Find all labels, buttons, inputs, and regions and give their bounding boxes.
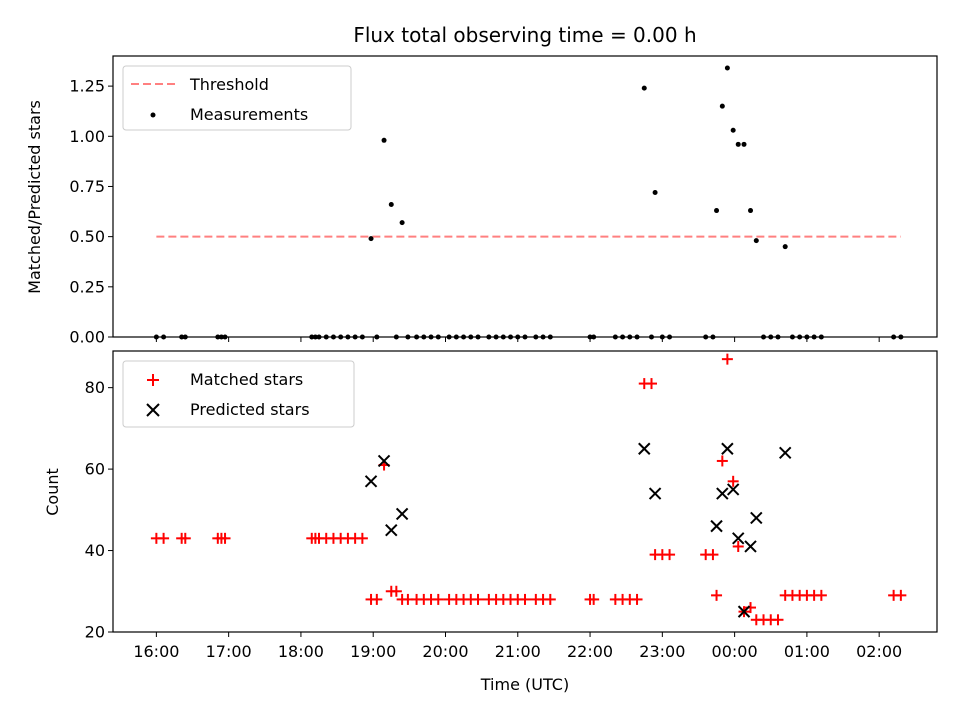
matched-star-point: [732, 540, 744, 552]
x-tick-label: 20:00: [422, 642, 468, 661]
measurement-point: [388, 202, 394, 208]
x-tick-label: 23:00: [639, 642, 685, 661]
top-legend: Threshold Measurements: [122, 65, 352, 131]
matched-star-point: [588, 593, 600, 605]
x-tick-label: 18:00: [278, 642, 324, 661]
bottom-y-axis-label: Count: [43, 468, 62, 516]
matched-legend-swatch: [147, 374, 159, 386]
x-tick-label: 01:00: [784, 642, 830, 661]
measurement-point: [641, 85, 647, 91]
predicted-star-point: [377, 454, 391, 468]
predicted-star-point: [395, 507, 409, 521]
top-legend-box: [122, 65, 352, 131]
series-matched-stars: [150, 353, 907, 626]
matched-star-point: [645, 378, 657, 390]
y-tick-label: 1.00: [69, 127, 105, 146]
predicted-star-point: [648, 487, 662, 500]
legend-measurements-label: Measurements: [190, 105, 308, 124]
predicted-legend-swatch: [146, 403, 160, 417]
y-tick-label: 0.75: [69, 177, 105, 196]
bottom-axes-frame: [112, 350, 938, 633]
measurement-point: [782, 244, 788, 250]
y-tick-label: 0.25: [69, 277, 105, 296]
y-tick-label: 20: [85, 623, 105, 642]
matched-star-point: [815, 589, 827, 601]
matched-star-point: [472, 593, 484, 605]
bottom-legend: Matched stars Predicted stars: [122, 360, 355, 428]
measurements-legend-swatch: [150, 112, 156, 118]
matched-star-point: [895, 589, 907, 601]
x-tick-label: 17:00: [206, 642, 252, 661]
measurement-point: [724, 65, 730, 71]
matched-star-point: [179, 532, 191, 544]
measurement-point: [652, 189, 658, 195]
x-tick-label: 02:00: [856, 642, 902, 661]
bottom-panel: 20 40 60 80 16:00 17:00 18:00 19:00 20:00 21:00 22…: [85, 353, 907, 661]
x-tick-label: 00:00: [712, 642, 758, 661]
legend-threshold-label: Threshold: [189, 75, 269, 94]
matched-star-point: [158, 532, 170, 544]
x-tick-label: 19:00: [350, 642, 396, 661]
y-tick-label: 80: [85, 378, 105, 397]
x-tick-label: 16:00: [133, 642, 179, 661]
matched-star-point: [707, 549, 719, 561]
matched-star-point: [772, 614, 784, 626]
chart-title: Flux total observing time = 0.00 h: [353, 23, 696, 47]
y-tick-label: 0.00: [69, 328, 105, 347]
y-tick-label: 40: [85, 541, 105, 560]
x-tick-label: 21:00: [495, 642, 541, 661]
predicted-star-point: [744, 540, 757, 553]
predicted-star-point: [726, 483, 740, 496]
y-tick-label: 1.25: [69, 77, 105, 96]
measurement-point: [753, 238, 759, 244]
measurement-point: [719, 103, 725, 109]
measurement-point: [368, 236, 374, 242]
measurement-point: [399, 220, 405, 226]
predicted-star-point: [385, 523, 398, 537]
top-y-axis-label: Matched/Predicted stars: [25, 100, 44, 294]
top-axes-frame: [112, 55, 938, 338]
predicted-star-point: [750, 511, 763, 525]
predicted-star-point: [710, 519, 723, 533]
matched-star-point: [544, 593, 556, 605]
top-panel: 0.00 0.25 0.50 0.75 1.00 1.25: [69, 65, 904, 347]
matched-star-point: [371, 593, 383, 605]
x-tick-label: 22:00: [567, 642, 613, 661]
predicted-star-point: [779, 446, 792, 460]
y-tick-label: 0.50: [69, 227, 105, 246]
series-predicted-stars: [364, 442, 792, 618]
predicted-star-point: [721, 442, 734, 455]
y-tick-label: 60: [85, 460, 105, 479]
matched-star-point: [356, 532, 368, 544]
matched-star-point: [390, 585, 402, 597]
measurement-point: [748, 208, 754, 214]
bottom-legend-box: [122, 360, 355, 428]
predicted-star-point: [638, 442, 651, 455]
matched-star-point: [631, 593, 643, 605]
predicted-star-point: [737, 605, 751, 618]
measurement-point: [714, 208, 720, 214]
predicted-star-point: [716, 487, 729, 500]
matched-star-point: [727, 475, 739, 487]
measurement-point: [735, 141, 741, 147]
measurement-point: [381, 137, 387, 143]
x-axis-label: Time (UTC): [480, 675, 569, 694]
measurement-point: [741, 141, 747, 147]
legend-matched-label: Matched stars: [190, 370, 303, 389]
matched-star-point: [711, 589, 723, 601]
matched-star-point: [664, 549, 676, 561]
matched-star-point: [721, 353, 733, 365]
matched-star-point: [432, 593, 444, 605]
matched-star-point: [716, 455, 728, 467]
legend-predicted-label: Predicted stars: [190, 400, 310, 419]
measurement-point: [730, 127, 736, 133]
predicted-star-point: [364, 475, 378, 488]
matched-star-point: [219, 532, 231, 544]
predicted-star-point: [732, 532, 745, 545]
matched-star-point: [519, 593, 531, 605]
